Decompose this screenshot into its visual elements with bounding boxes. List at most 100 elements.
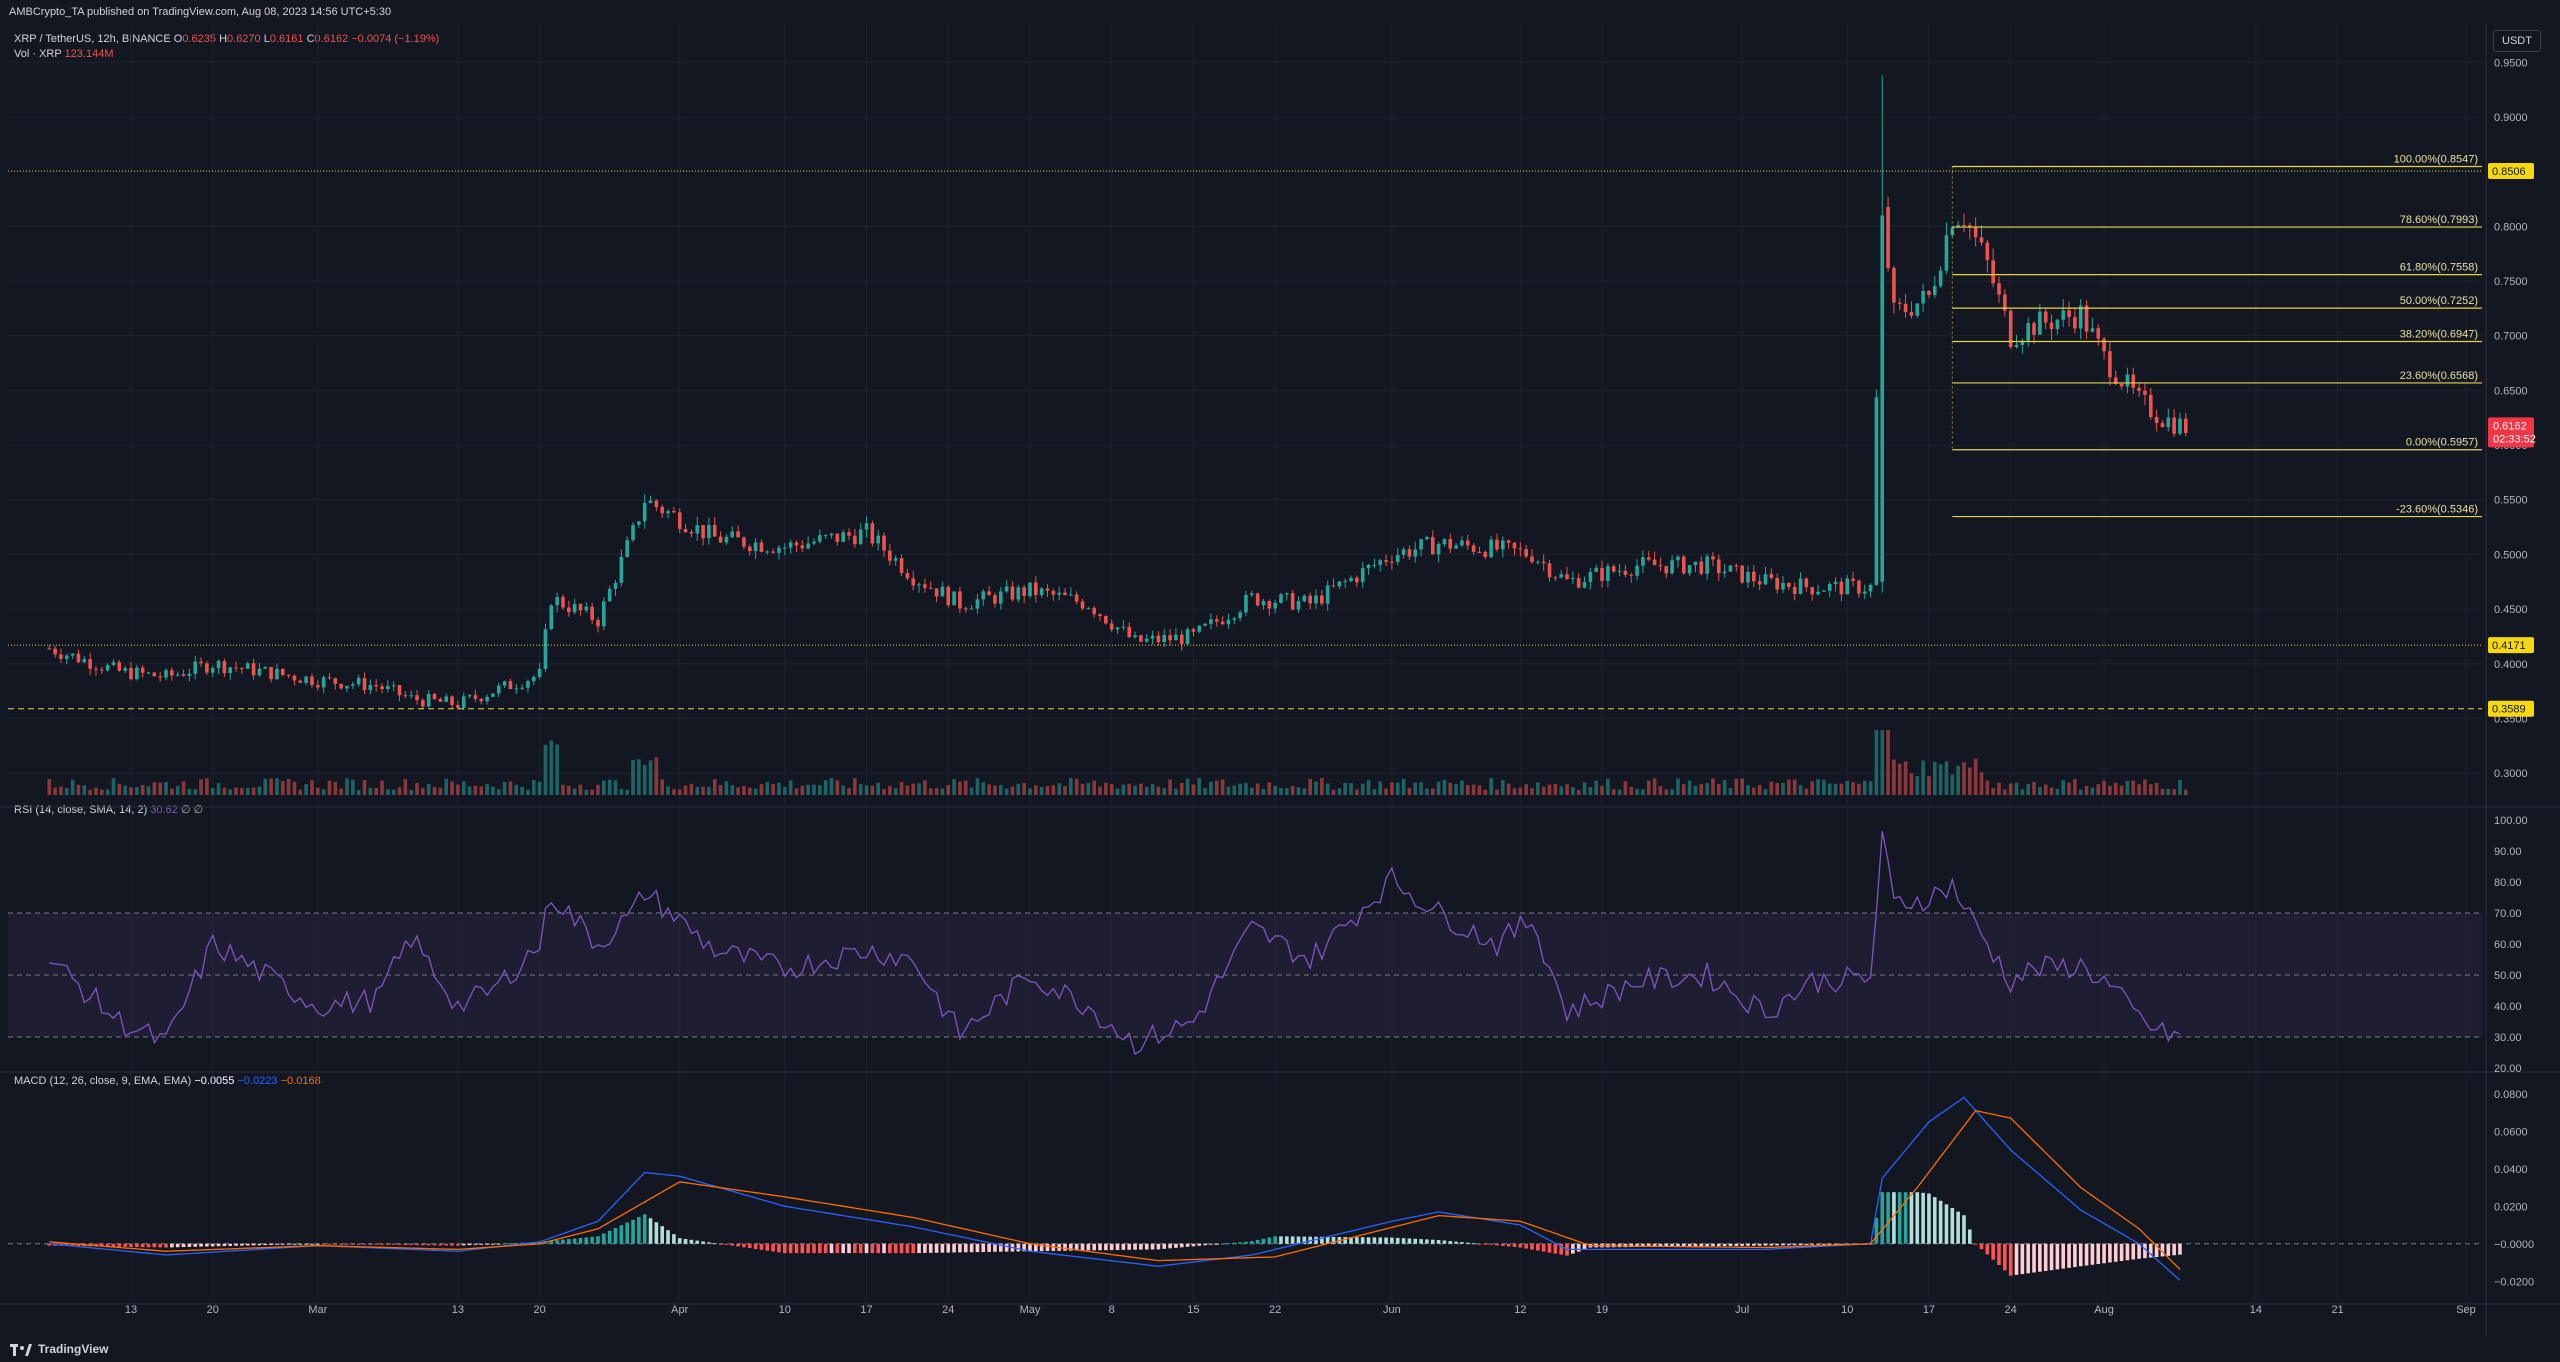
volume-bar: [1740, 778, 1744, 795]
candle-body: [170, 670, 174, 676]
macd-hist-bar: [1273, 1236, 1277, 1244]
candle-body: [1039, 588, 1044, 596]
volume-bar: [520, 786, 524, 795]
volume-bar: [637, 759, 641, 795]
macd-hist-bar: [1290, 1236, 1295, 1244]
volume-bar: [654, 757, 659, 795]
volume-bar: [619, 788, 624, 795]
volume-bar: [205, 778, 209, 795]
volume-bar: [105, 789, 110, 795]
volume-bar: [1997, 782, 2001, 795]
macd-hist-bar: [1197, 1243, 1202, 1246]
candle-body: [1308, 595, 1312, 604]
candle-body: [251, 663, 256, 676]
macd-hist-bar: [456, 1243, 460, 1246]
volume-bar: [1226, 786, 1231, 795]
macd-hist-bar: [1162, 1243, 1167, 1249]
volume-bar: [1115, 788, 1120, 795]
volume-bar: [998, 784, 1003, 795]
candle-body: [146, 672, 151, 674]
macd-hist-bar: [193, 1243, 198, 1247]
x-tick-label: Apr: [671, 1304, 688, 1316]
candle-body: [514, 688, 519, 690]
x-tick-label: 14: [2250, 1304, 2262, 1316]
candle-body: [1897, 302, 1902, 304]
macd-hist-bar: [2073, 1243, 2077, 1268]
volume-bar: [1979, 772, 1984, 795]
macd-hist-bar: [783, 1243, 787, 1254]
volume-bar: [380, 780, 384, 795]
x-tick-label: 19: [1596, 1304, 1608, 1316]
rsi-tick-label: 80.00: [2494, 877, 2522, 889]
volume-bar: [2119, 785, 2124, 795]
candle-body: [269, 667, 273, 680]
candle-body: [858, 529, 863, 545]
macd-hist-bar: [368, 1243, 373, 1245]
x-tick-label: Aug: [2094, 1304, 2114, 1316]
volume-bar: [1051, 785, 1056, 795]
macd-legend[interactable]: MACD (12, 26, close, 9, EMA, EMA) −0.005…: [14, 1075, 321, 1087]
candle-body: [998, 591, 1003, 604]
macd-hist-bar: [1979, 1243, 1984, 1250]
candle-body: [1063, 592, 1067, 596]
macd-hist-bar: [2137, 1243, 2141, 1259]
candle-body: [1857, 580, 1861, 594]
candle-body: [1179, 634, 1184, 645]
volume-bar: [1752, 787, 1756, 795]
symbol-title[interactable]: XRP / TetherUS, 12h, BINANCE: [14, 33, 171, 45]
macd-hist-bar: [742, 1243, 746, 1248]
candle-body: [327, 677, 332, 679]
candle-body: [712, 525, 717, 537]
volume-bar: [1862, 780, 1867, 795]
volume-bar: [934, 788, 939, 795]
candle-body: [537, 668, 542, 677]
candle-body: [1442, 539, 1447, 545]
volume-bar: [602, 780, 606, 795]
candle-body: [1571, 578, 1575, 580]
volume-bar: [1413, 782, 1418, 795]
candle-body: [2061, 310, 2066, 320]
volume-bar: [1880, 730, 1885, 795]
volume-bar: [1512, 788, 1517, 795]
volume-bar: [1944, 761, 1949, 795]
candle-body: [1460, 540, 1464, 546]
currency-button[interactable]: USDT: [2493, 30, 2541, 52]
volume-bar: [783, 787, 787, 795]
macd-hist-bar: [818, 1243, 822, 1254]
macd-tick-label: 0.0800: [2494, 1089, 2528, 1101]
macd-hist-bar: [386, 1243, 390, 1245]
candle-body: [316, 685, 320, 688]
candle-body: [1185, 629, 1190, 645]
candle-body: [724, 536, 729, 543]
candle-body: [374, 685, 378, 687]
volume-legend[interactable]: Vol · XRP 123.144M: [14, 48, 114, 60]
candle-body: [421, 700, 425, 707]
volume-bar: [100, 789, 104, 795]
candle-body: [893, 558, 898, 561]
macd-hist-bar: [1343, 1237, 1347, 1244]
candle-body: [111, 662, 116, 665]
x-tick-label: 10: [779, 1304, 791, 1316]
candle-body: [403, 695, 408, 697]
volume-bar: [724, 781, 729, 795]
macd-hist-bar: [1390, 1237, 1394, 1244]
macd-hist-bar: [286, 1243, 291, 1245]
candle-body: [310, 676, 314, 686]
candle-body: [1862, 591, 1867, 594]
volume-bar: [1606, 778, 1610, 795]
macd-hist-bar: [152, 1243, 157, 1248]
volume-bar: [1203, 788, 1207, 795]
volume-bar: [461, 781, 466, 795]
candle-body: [853, 535, 857, 545]
macd-hist-bar: [1074, 1243, 1079, 1251]
candle-body: [753, 542, 758, 552]
volume-bar: [1495, 789, 1499, 795]
tradingview-logo[interactable]: TradingView: [10, 1342, 108, 1356]
volume-bar: [1104, 782, 1108, 795]
volume-bar: [1314, 781, 1318, 795]
volume-bar: [829, 778, 834, 795]
volume-bar: [1209, 781, 1213, 795]
volume-bar: [2008, 783, 2013, 795]
price-tick-label: 0.5000: [2494, 549, 2528, 561]
